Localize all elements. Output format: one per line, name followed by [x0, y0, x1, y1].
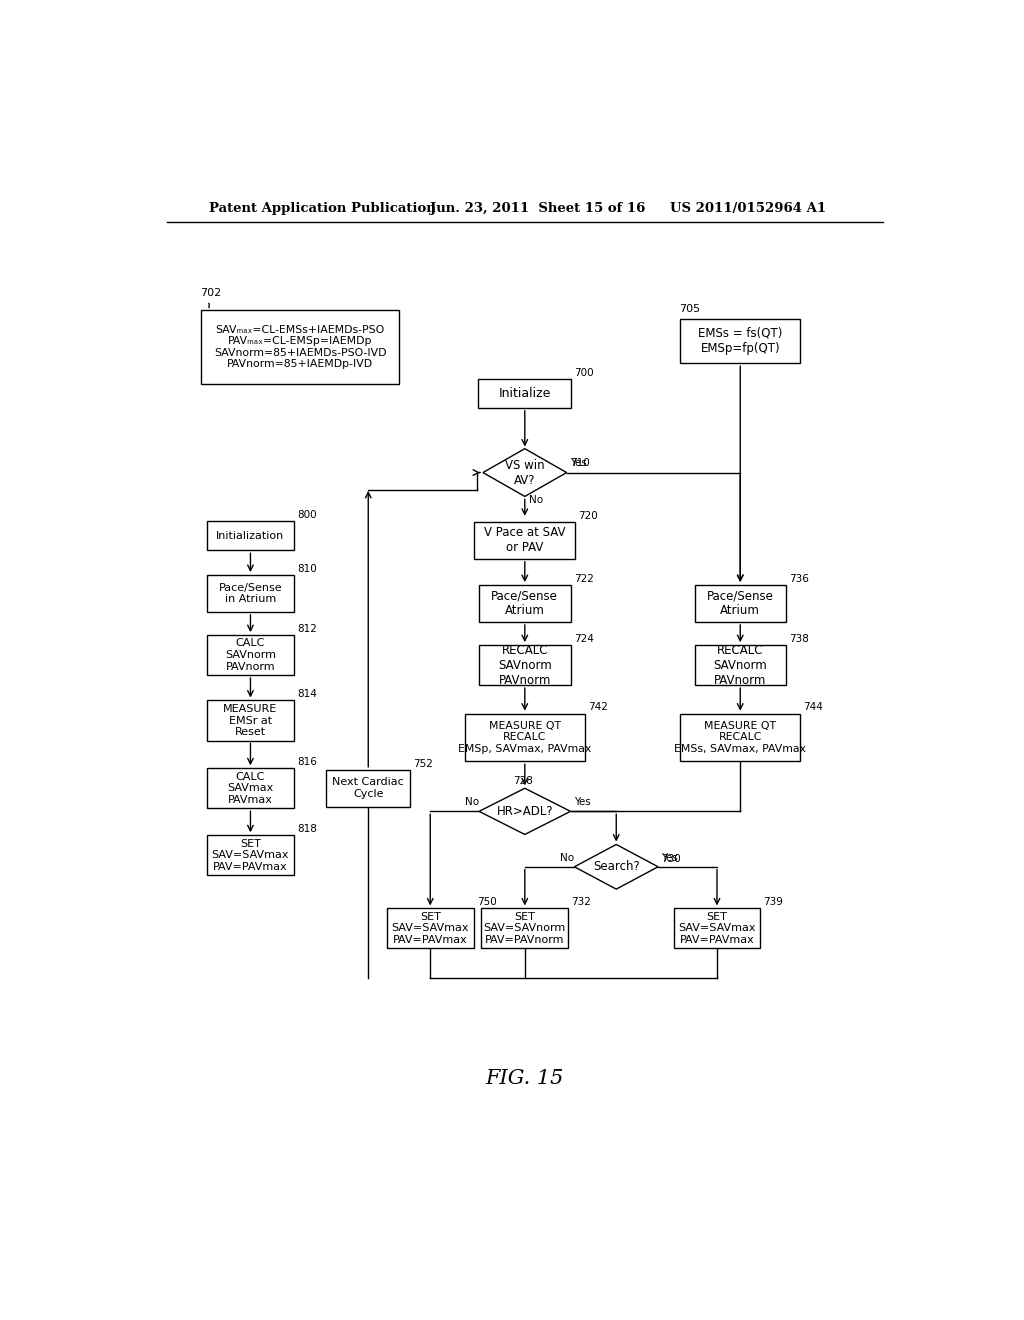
- Text: Initialize: Initialize: [499, 387, 551, 400]
- FancyBboxPatch shape: [207, 521, 294, 550]
- Text: 728: 728: [513, 776, 534, 785]
- FancyBboxPatch shape: [481, 908, 568, 949]
- Text: Next Cardiac
Cycle: Next Cardiac Cycle: [333, 777, 404, 799]
- FancyBboxPatch shape: [207, 701, 294, 741]
- Text: 730: 730: [662, 854, 681, 865]
- Text: 812: 812: [297, 624, 316, 634]
- Text: Initialization: Initialization: [216, 531, 285, 541]
- FancyBboxPatch shape: [465, 714, 585, 762]
- Text: SAVₘₐₓ=CL-EMSs+IAEMDs-PSO
PAVₘₐₓ=CL-EMSp=IAEMDp
SAVnorm=85+IAEMDs-PSO-IVD
PAVnor: SAVₘₐₓ=CL-EMSs+IAEMDs-PSO PAVₘₐₓ=CL-EMSp…: [214, 325, 386, 370]
- FancyBboxPatch shape: [202, 310, 399, 384]
- FancyBboxPatch shape: [680, 714, 801, 762]
- Text: FIG. 15: FIG. 15: [485, 1069, 564, 1088]
- Text: Yes: Yes: [570, 458, 588, 469]
- Polygon shape: [574, 845, 658, 890]
- Text: 742: 742: [588, 702, 608, 713]
- Text: No: No: [465, 797, 479, 808]
- Text: 722: 722: [573, 574, 594, 583]
- Text: Yes: Yes: [573, 797, 591, 808]
- Text: SET
SAV=SAVmax
PAV=PAVmax: SET SAV=SAVmax PAV=PAVmax: [678, 912, 756, 945]
- FancyBboxPatch shape: [207, 836, 294, 875]
- Text: SET
SAV=SAVnorm
PAV=PAVnorm: SET SAV=SAVnorm PAV=PAVnorm: [483, 912, 566, 945]
- Text: RECALC
SAVnorm
PAVnorm: RECALC SAVnorm PAVnorm: [498, 644, 552, 686]
- FancyBboxPatch shape: [387, 908, 474, 949]
- Text: US 2011/0152964 A1: US 2011/0152964 A1: [671, 202, 826, 215]
- Text: Yes: Yes: [662, 853, 678, 863]
- Text: Search?: Search?: [593, 861, 640, 874]
- Text: MEASURE QT
RECALC
EMSp, SAVmax, PAVmax: MEASURE QT RECALC EMSp, SAVmax, PAVmax: [458, 721, 592, 754]
- Text: Pace/Sense
Atrium: Pace/Sense Atrium: [707, 590, 774, 618]
- Polygon shape: [479, 788, 570, 834]
- Text: 816: 816: [297, 758, 316, 767]
- FancyBboxPatch shape: [694, 585, 786, 622]
- FancyBboxPatch shape: [474, 521, 575, 558]
- Text: Patent Application Publication: Patent Application Publication: [209, 202, 436, 215]
- Text: V Pace at SAV
or PAV: V Pace at SAV or PAV: [484, 527, 565, 554]
- Text: 700: 700: [574, 367, 594, 378]
- Text: 724: 724: [573, 634, 594, 644]
- Text: 800: 800: [297, 510, 316, 520]
- Text: 702: 702: [200, 288, 221, 298]
- Text: No: No: [560, 853, 574, 863]
- Text: 710: 710: [569, 458, 590, 469]
- Text: HR>ADL?: HR>ADL?: [497, 805, 553, 818]
- Text: EMSs = fs(QT)
EMSp=fp(QT): EMSs = fs(QT) EMSp=fp(QT): [698, 327, 782, 355]
- Text: 720: 720: [579, 511, 598, 521]
- FancyBboxPatch shape: [207, 635, 294, 675]
- FancyBboxPatch shape: [479, 585, 570, 622]
- Text: 810: 810: [297, 564, 316, 574]
- Text: 738: 738: [790, 634, 809, 644]
- Polygon shape: [483, 449, 566, 496]
- Text: CALC
SAVnorm
PAVnorm: CALC SAVnorm PAVnorm: [225, 639, 275, 672]
- FancyBboxPatch shape: [327, 770, 410, 807]
- FancyBboxPatch shape: [478, 379, 571, 408]
- Text: 814: 814: [297, 689, 316, 700]
- Text: 732: 732: [571, 898, 591, 907]
- Text: Pace/Sense
in Atrium: Pace/Sense in Atrium: [219, 582, 283, 605]
- Text: 752: 752: [414, 759, 433, 768]
- FancyBboxPatch shape: [680, 318, 801, 363]
- Text: 736: 736: [790, 574, 809, 583]
- FancyBboxPatch shape: [694, 645, 786, 685]
- Text: MEASURE QT
RECALC
EMSs, SAVmax, PAVmax: MEASURE QT RECALC EMSs, SAVmax, PAVmax: [675, 721, 806, 754]
- FancyBboxPatch shape: [674, 908, 761, 949]
- Text: 739: 739: [764, 898, 783, 907]
- Text: MEASURE
EMSr at
Reset: MEASURE EMSr at Reset: [223, 704, 278, 737]
- Text: SET
SAV=SAVmax
PAV=PAVmax: SET SAV=SAVmax PAV=PAVmax: [212, 838, 289, 871]
- FancyBboxPatch shape: [207, 768, 294, 808]
- Text: 750: 750: [477, 898, 497, 907]
- Text: No: No: [529, 495, 544, 506]
- Text: VS win
AV?: VS win AV?: [505, 458, 545, 487]
- Text: RECALC
SAVnorm
PAVnorm: RECALC SAVnorm PAVnorm: [714, 644, 767, 686]
- Text: 744: 744: [804, 702, 823, 713]
- FancyBboxPatch shape: [479, 645, 570, 685]
- Text: Jun. 23, 2011  Sheet 15 of 16: Jun. 23, 2011 Sheet 15 of 16: [430, 202, 645, 215]
- Text: Pace/Sense
Atrium: Pace/Sense Atrium: [492, 590, 558, 618]
- Text: CALC
SAVmax
PAVmax: CALC SAVmax PAVmax: [227, 772, 273, 805]
- FancyBboxPatch shape: [207, 576, 294, 612]
- Text: 818: 818: [297, 824, 316, 834]
- Text: 705: 705: [679, 304, 699, 314]
- Text: SET
SAV=SAVmax
PAV=PAVmax: SET SAV=SAVmax PAV=PAVmax: [391, 912, 469, 945]
